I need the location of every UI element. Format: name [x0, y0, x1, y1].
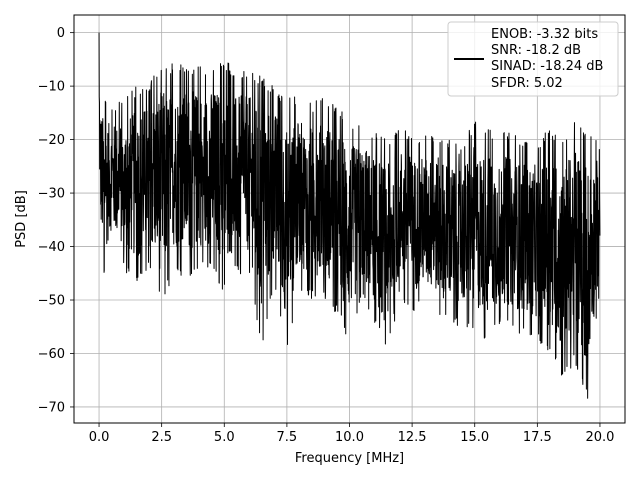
legend-sinad: SINAD: -18.24 dB [491, 59, 603, 74]
legend-sfdr: SFDR: 5.02 [491, 76, 563, 91]
legend-snr: SNR: -18.2 dB [491, 43, 581, 58]
legend: ENOB: -3.32 bits SNR: -18.2 dB SINAD: -1… [447, 21, 619, 97]
y-tick-label: −50 [38, 294, 65, 309]
y-tick-label: −40 [38, 240, 65, 255]
legend-box [447, 21, 619, 97]
x-tick-label: 12.5 [398, 430, 427, 445]
x-tick-label: 7.5 [277, 430, 298, 445]
y-tick-label: −30 [38, 187, 65, 202]
legend-enob: ENOB: -3.32 bits [491, 27, 598, 42]
psd-trace [98, 32, 601, 399]
y-tick-label: −10 [38, 80, 65, 95]
axis-ticks: 0.0 2.5 5.0 7.5 10.0 12.5 15.0 17.5 20.0 0 −10 −20 −… [38, 26, 615, 445]
x-tick-label: 17.5 [523, 430, 552, 445]
x-axis-label: Frequency [MHz] [295, 451, 404, 466]
x-tick-label: 10.0 [335, 430, 364, 445]
y-tick-label: 0 [57, 26, 65, 41]
x-tick-label: 2.5 [151, 430, 172, 445]
x-tick-label: 15.0 [460, 430, 489, 445]
psd-series-line [98, 32, 601, 399]
x-tick-label: 0.0 [89, 430, 110, 445]
y-tick-label: −60 [38, 347, 65, 362]
x-tick-label: 20.0 [585, 430, 614, 445]
y-axis-label: PSD [dB] [14, 190, 29, 248]
y-tick-label: −70 [38, 400, 65, 415]
axes-frame [73, 14, 626, 424]
y-tick-label: −20 [38, 133, 65, 148]
x-tick-label: 5.0 [214, 430, 235, 445]
